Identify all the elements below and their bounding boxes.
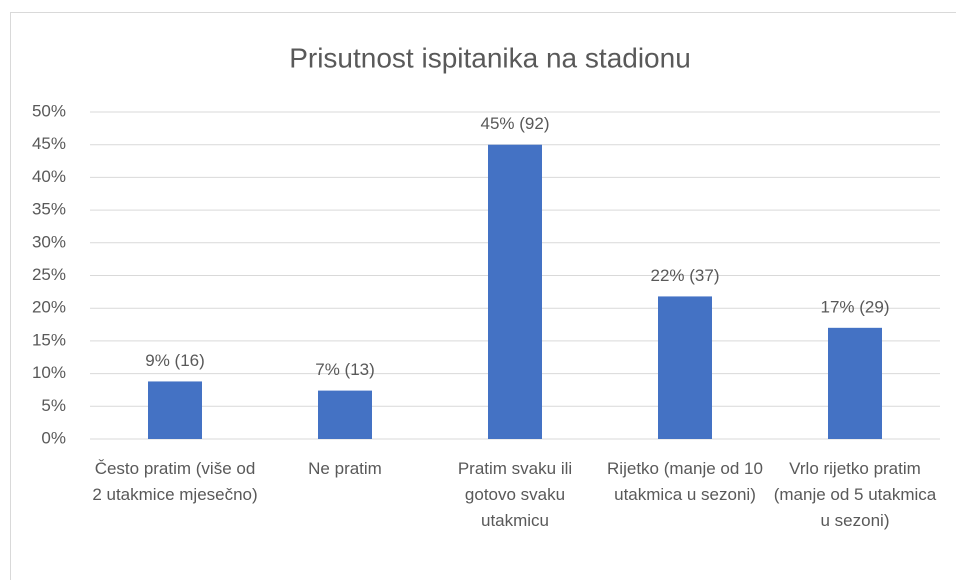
bar xyxy=(318,390,372,439)
bar xyxy=(658,296,712,439)
bar xyxy=(828,327,882,439)
y-tick-label: 0% xyxy=(41,428,66,447)
x-tick-label: Često pratim (više od 2 utakmice mjesečn… xyxy=(92,459,258,504)
bar xyxy=(148,381,202,439)
y-tick-label: 5% xyxy=(41,396,66,415)
chart-title: Prisutnost ispitanika na stadionu xyxy=(289,42,691,73)
y-tick-label: 35% xyxy=(32,200,66,219)
y-tick-label: 30% xyxy=(32,232,66,251)
x-tick-label: Pratim svaku ili gotovo svaku utakmicu xyxy=(457,459,573,530)
data-label: 9% (16) xyxy=(145,351,205,370)
x-tick-label: Vrlo rijetko pratim (manje od 5 utakmica… xyxy=(773,459,937,530)
y-tick-label: 10% xyxy=(32,363,66,382)
y-tick-label: 15% xyxy=(32,330,66,349)
x-tick-label: Ne pratim xyxy=(308,459,382,478)
y-tick-label: 45% xyxy=(32,134,66,153)
y-tick-label: 50% xyxy=(32,101,66,120)
data-label: 7% (13) xyxy=(315,360,375,379)
y-tick-label: 25% xyxy=(32,265,66,284)
y-tick-label: 20% xyxy=(32,298,66,317)
data-label: 22% (37) xyxy=(651,266,720,285)
data-label: 17% (29) xyxy=(821,297,890,316)
y-tick-label: 40% xyxy=(32,167,66,186)
bar xyxy=(488,144,542,439)
x-tick-label: Rijetko (manje od 10 utakmica u sezoni) xyxy=(607,459,763,504)
chart-border xyxy=(10,12,956,580)
data-label: 45% (92) xyxy=(481,114,550,133)
